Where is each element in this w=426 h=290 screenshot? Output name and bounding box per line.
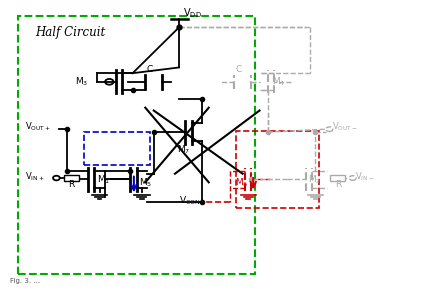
Text: V$_{\rm IN-}$: V$_{\rm IN-}$ xyxy=(355,171,374,183)
Text: M$_2$: M$_2$ xyxy=(308,173,322,186)
Text: V$_{\rm OUT+}$: V$_{\rm OUT+}$ xyxy=(25,120,50,133)
FancyBboxPatch shape xyxy=(331,175,345,181)
Text: M$_7$: M$_7$ xyxy=(177,143,190,156)
Text: V$_{\rm DD}$: V$_{\rm DD}$ xyxy=(183,6,202,19)
Text: V$_{\rm IN+}$: V$_{\rm IN+}$ xyxy=(25,171,44,183)
Text: C: C xyxy=(235,65,242,74)
Text: M$_6$: M$_6$ xyxy=(236,176,249,188)
Text: M$_5$: M$_5$ xyxy=(139,176,152,188)
FancyBboxPatch shape xyxy=(64,175,79,181)
Text: V$_{\rm CON}$: V$_{\rm CON}$ xyxy=(179,195,201,207)
Text: M$_1$: M$_1$ xyxy=(97,173,110,186)
Text: M$_3$: M$_3$ xyxy=(75,76,89,88)
Text: Fig. 3. ...: Fig. 3. ... xyxy=(10,278,40,284)
Text: M$_4$: M$_4$ xyxy=(272,76,286,88)
Text: Half Circuit: Half Circuit xyxy=(35,26,106,39)
Text: C: C xyxy=(147,65,153,74)
Text: R: R xyxy=(335,180,341,189)
Text: R: R xyxy=(68,180,75,189)
Text: V$_{\rm OUT-}$: V$_{\rm OUT-}$ xyxy=(331,120,357,133)
